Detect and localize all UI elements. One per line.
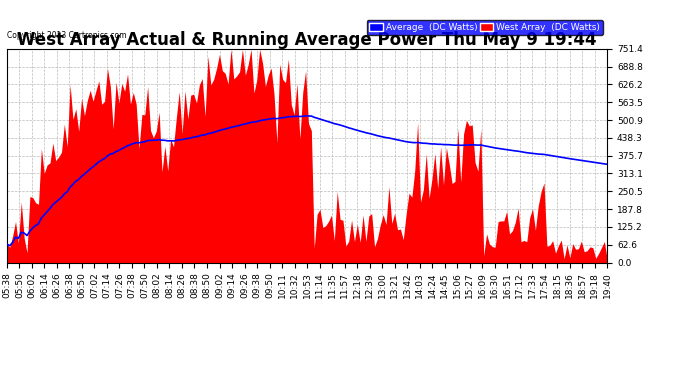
Text: Copyright 2013 Cartronics.com: Copyright 2013 Cartronics.com [7, 31, 126, 40]
Title: West Array Actual & Running Average Power Thu May 9 19:44: West Array Actual & Running Average Powe… [17, 31, 597, 49]
Legend: Average  (DC Watts), West Array  (DC Watts): Average (DC Watts), West Array (DC Watts… [366, 20, 602, 34]
